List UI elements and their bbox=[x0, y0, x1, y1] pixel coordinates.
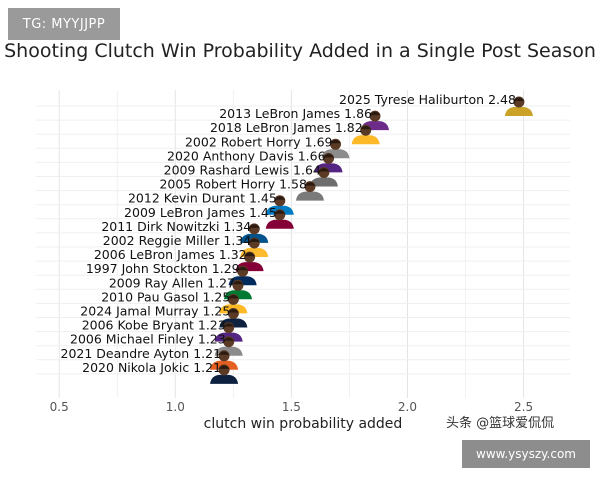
point-hair bbox=[248, 238, 260, 242]
point-hair bbox=[360, 125, 372, 130]
data-point bbox=[235, 251, 264, 272]
data-label: 2006 LeBron James 1.32 bbox=[94, 247, 247, 262]
data-label: 2020 Nikola Jokic 1.21 bbox=[82, 360, 221, 375]
data-point bbox=[504, 96, 533, 116]
data-label: 2010 Pau Gasol 1.25 bbox=[101, 289, 230, 304]
data-point bbox=[295, 181, 324, 201]
data-label: 2009 Ray Allen 1.27 bbox=[109, 275, 235, 290]
point-hair bbox=[218, 351, 230, 355]
data-label: 2006 Kobe Bryant 1.23 bbox=[82, 318, 226, 333]
point-hair bbox=[274, 210, 286, 214]
point-hair bbox=[513, 97, 525, 101]
x-tick-label: 1.5 bbox=[282, 400, 301, 414]
data-label: 2011 Dirk Nowitzki 1.34 bbox=[101, 219, 251, 234]
watermark-top-left: TG: MYYJJPP bbox=[8, 8, 120, 40]
data-label: 2002 Reggie Miller 1.34 bbox=[103, 233, 251, 248]
point-hair bbox=[237, 266, 249, 271]
point-hair bbox=[369, 111, 381, 116]
data-label: 2002 Robert Horry 1.69 bbox=[185, 134, 333, 149]
point-hair bbox=[274, 196, 286, 200]
point-jersey bbox=[351, 135, 380, 145]
chart-title: Shooting Clutch Win Probability Added in… bbox=[4, 40, 596, 62]
data-label: 2005 Robert Horry 1.58 bbox=[159, 177, 307, 192]
data-label: 1997 John Stockton 1.29 bbox=[86, 261, 240, 276]
data-label: 2025 Tyrese Haliburton 2.48 bbox=[339, 92, 516, 107]
data-label: 2009 Rashard Lewis 1.64 bbox=[164, 163, 321, 178]
data-label: 2009 LeBron James 1.45 bbox=[124, 205, 277, 220]
data-point bbox=[351, 124, 380, 145]
point-hair bbox=[223, 337, 235, 341]
grid-lines bbox=[36, 90, 570, 398]
data-label: 2006 Michael Finley 1.23 bbox=[70, 332, 226, 347]
point-hair bbox=[304, 182, 316, 186]
source-watermark: 头条 @篮球爱侃侃 bbox=[446, 416, 555, 431]
data-point bbox=[210, 364, 239, 384]
point-hair bbox=[227, 309, 239, 313]
x-tick-labels: 0.5 1.0 1.5 2.0 2.5 bbox=[50, 400, 533, 414]
data-label: 2021 Deandre Ayton 1.21 bbox=[61, 346, 222, 361]
point-hair bbox=[227, 294, 239, 299]
point-jersey bbox=[309, 177, 338, 187]
data-label: 2024 Jamal Murray 1.25 bbox=[80, 304, 230, 319]
x-tick-label: 1.0 bbox=[166, 400, 185, 414]
point-jersey bbox=[504, 107, 533, 116]
point-hair bbox=[223, 323, 235, 327]
point-hair bbox=[232, 280, 244, 285]
point-hair bbox=[244, 252, 256, 257]
point-jersey bbox=[210, 374, 239, 384]
x-tick-label: 0.5 bbox=[50, 400, 69, 414]
data-point bbox=[309, 167, 338, 187]
point-hair bbox=[218, 365, 230, 369]
data-label: 2012 Kevin Durant 1.45 bbox=[128, 191, 277, 206]
data-label: 2020 Anthony Davis 1.66 bbox=[167, 148, 326, 163]
x-tick-label: 2.0 bbox=[398, 400, 417, 414]
x-tick-label: 2.5 bbox=[514, 400, 533, 414]
point-jersey bbox=[265, 219, 294, 229]
x-axis-label: clutch win probability added bbox=[204, 416, 403, 432]
point-hair bbox=[323, 153, 335, 158]
data-point bbox=[265, 209, 294, 229]
point-jersey bbox=[295, 191, 324, 201]
watermark-bottom-right: www.ysyszy.com bbox=[462, 440, 590, 468]
data-label: 2013 LeBron James 1.86 bbox=[219, 106, 372, 121]
point-hair bbox=[248, 224, 260, 228]
point-hair bbox=[318, 168, 330, 172]
point-hair bbox=[330, 139, 342, 144]
data-label: 2018 LeBron James 1.82 bbox=[210, 120, 363, 135]
